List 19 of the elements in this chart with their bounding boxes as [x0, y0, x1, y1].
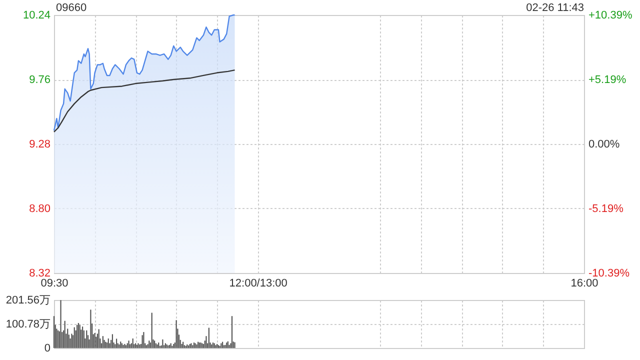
y2-tick-label: +10.39%	[588, 10, 632, 22]
y-tick-label: 9.28	[29, 138, 50, 150]
y-tick-label: 10.24	[22, 10, 50, 22]
y-tick-label: 201.56万	[6, 294, 50, 306]
y2-tick-label: 0.00%	[588, 138, 620, 150]
y2-tick-label: +5.19%	[588, 74, 626, 86]
y-tick-label: 9.76	[29, 74, 50, 86]
y-tick-label: 100.78万	[6, 318, 50, 330]
x-tick-label: 12:00/13:00	[229, 278, 288, 290]
chart-title: 09660	[56, 2, 87, 14]
x-tick-label: 16:00	[570, 278, 598, 290]
y2-tick-label: -5.19%	[588, 202, 624, 215]
y-tick-label: 8.80	[29, 203, 50, 215]
y-tick-label: 8.32	[29, 268, 50, 280]
text: 02-26 11:43	[526, 2, 584, 14]
y2-tick-label: -10.39%	[588, 268, 630, 280]
x-tick-label: 09:30	[40, 278, 68, 290]
y-tick-label: 0	[44, 342, 50, 354]
line-series	[53, 69, 236, 133]
